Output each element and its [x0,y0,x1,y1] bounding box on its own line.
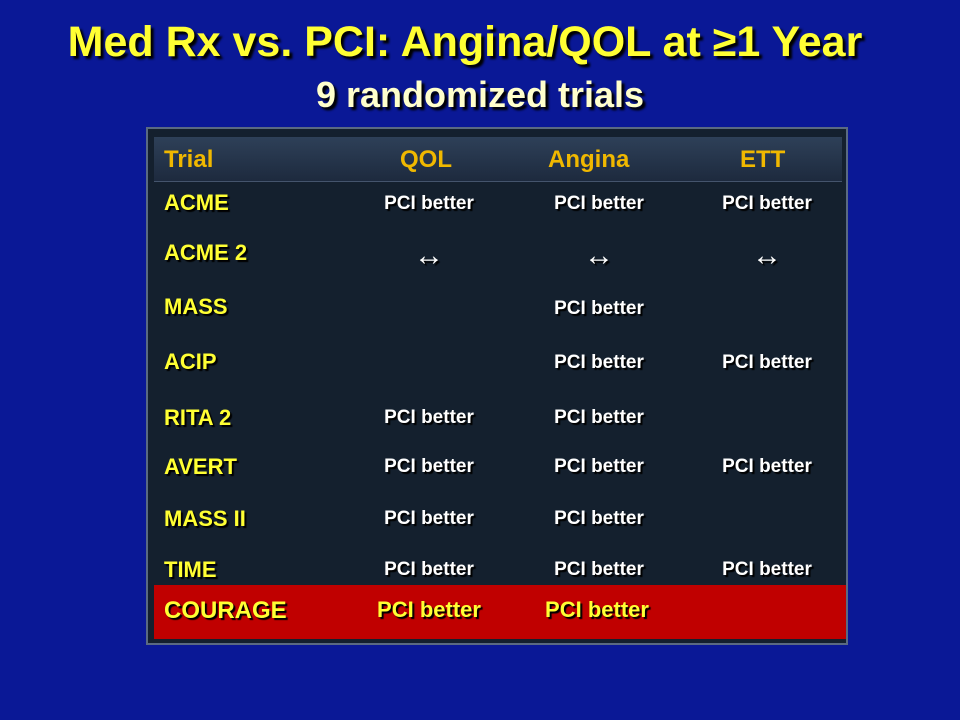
row-time-ett: PCI better [722,559,812,580]
table-header: Trial QOL Angina ETT [154,137,842,182]
row-trial-mass2: MASS II [164,506,246,531]
row-courage-qol: PCI better [377,597,481,622]
row-trial-acme2: ACME 2 [164,240,248,265]
row-rita2-angina: PCI better [554,407,644,428]
subtitle-text: 9 randomized trials [315,74,645,115]
slide-subtitle: 9 randomized trials [0,74,960,116]
row-acip-ett: PCI better [722,352,812,373]
row-avert-qol: PCI better [384,456,474,477]
row-acip-angina: PCI better [554,352,644,373]
row-rita2-qol: PCI better [384,407,474,428]
row-mass-angina: PCI better [554,298,644,319]
trials-table: Trial QOL Angina ETT ACME PCI better PCI… [146,127,848,645]
row-avert-angina: PCI better [554,456,644,477]
row-trial-mass: MASS [164,294,228,319]
row-mass2-qol: PCI better [384,508,474,529]
courage-highlight-row: COURAGE PCI better PCI better [154,585,846,639]
row-avert-ett: PCI better [722,456,812,477]
row-acme-angina: PCI better [554,193,644,214]
row-time-qol: PCI better [384,559,474,580]
row-trial-acip: ACIP [164,349,217,374]
header-ett: ETT [740,146,786,173]
row-acme2-qol: ↔ [414,239,444,272]
row-trial-rita2: RITA 2 [164,405,232,430]
row-acme2-angina: ↔ [584,239,614,272]
row-trial-acme: ACME [164,190,229,215]
row-courage-angina: PCI better [545,597,649,622]
row-acme-ett: PCI better [722,193,812,214]
row-acme2-ett: ↔ [752,239,782,272]
row-trial-time: TIME [164,557,217,582]
row-time-angina: PCI better [554,559,644,580]
row-trial-avert: AVERT [164,454,237,479]
header-angina: Angina [548,146,630,173]
row-trial-courage: COURAGE [164,597,287,624]
row-acme-qol: PCI better [384,193,474,214]
header-qol: QOL [400,146,452,173]
row-mass2-angina: PCI better [554,508,644,529]
slide-title: Med Rx vs. PCI: Angina/QOL at ≥1 Year [67,18,863,66]
header-trial: Trial [164,146,214,173]
